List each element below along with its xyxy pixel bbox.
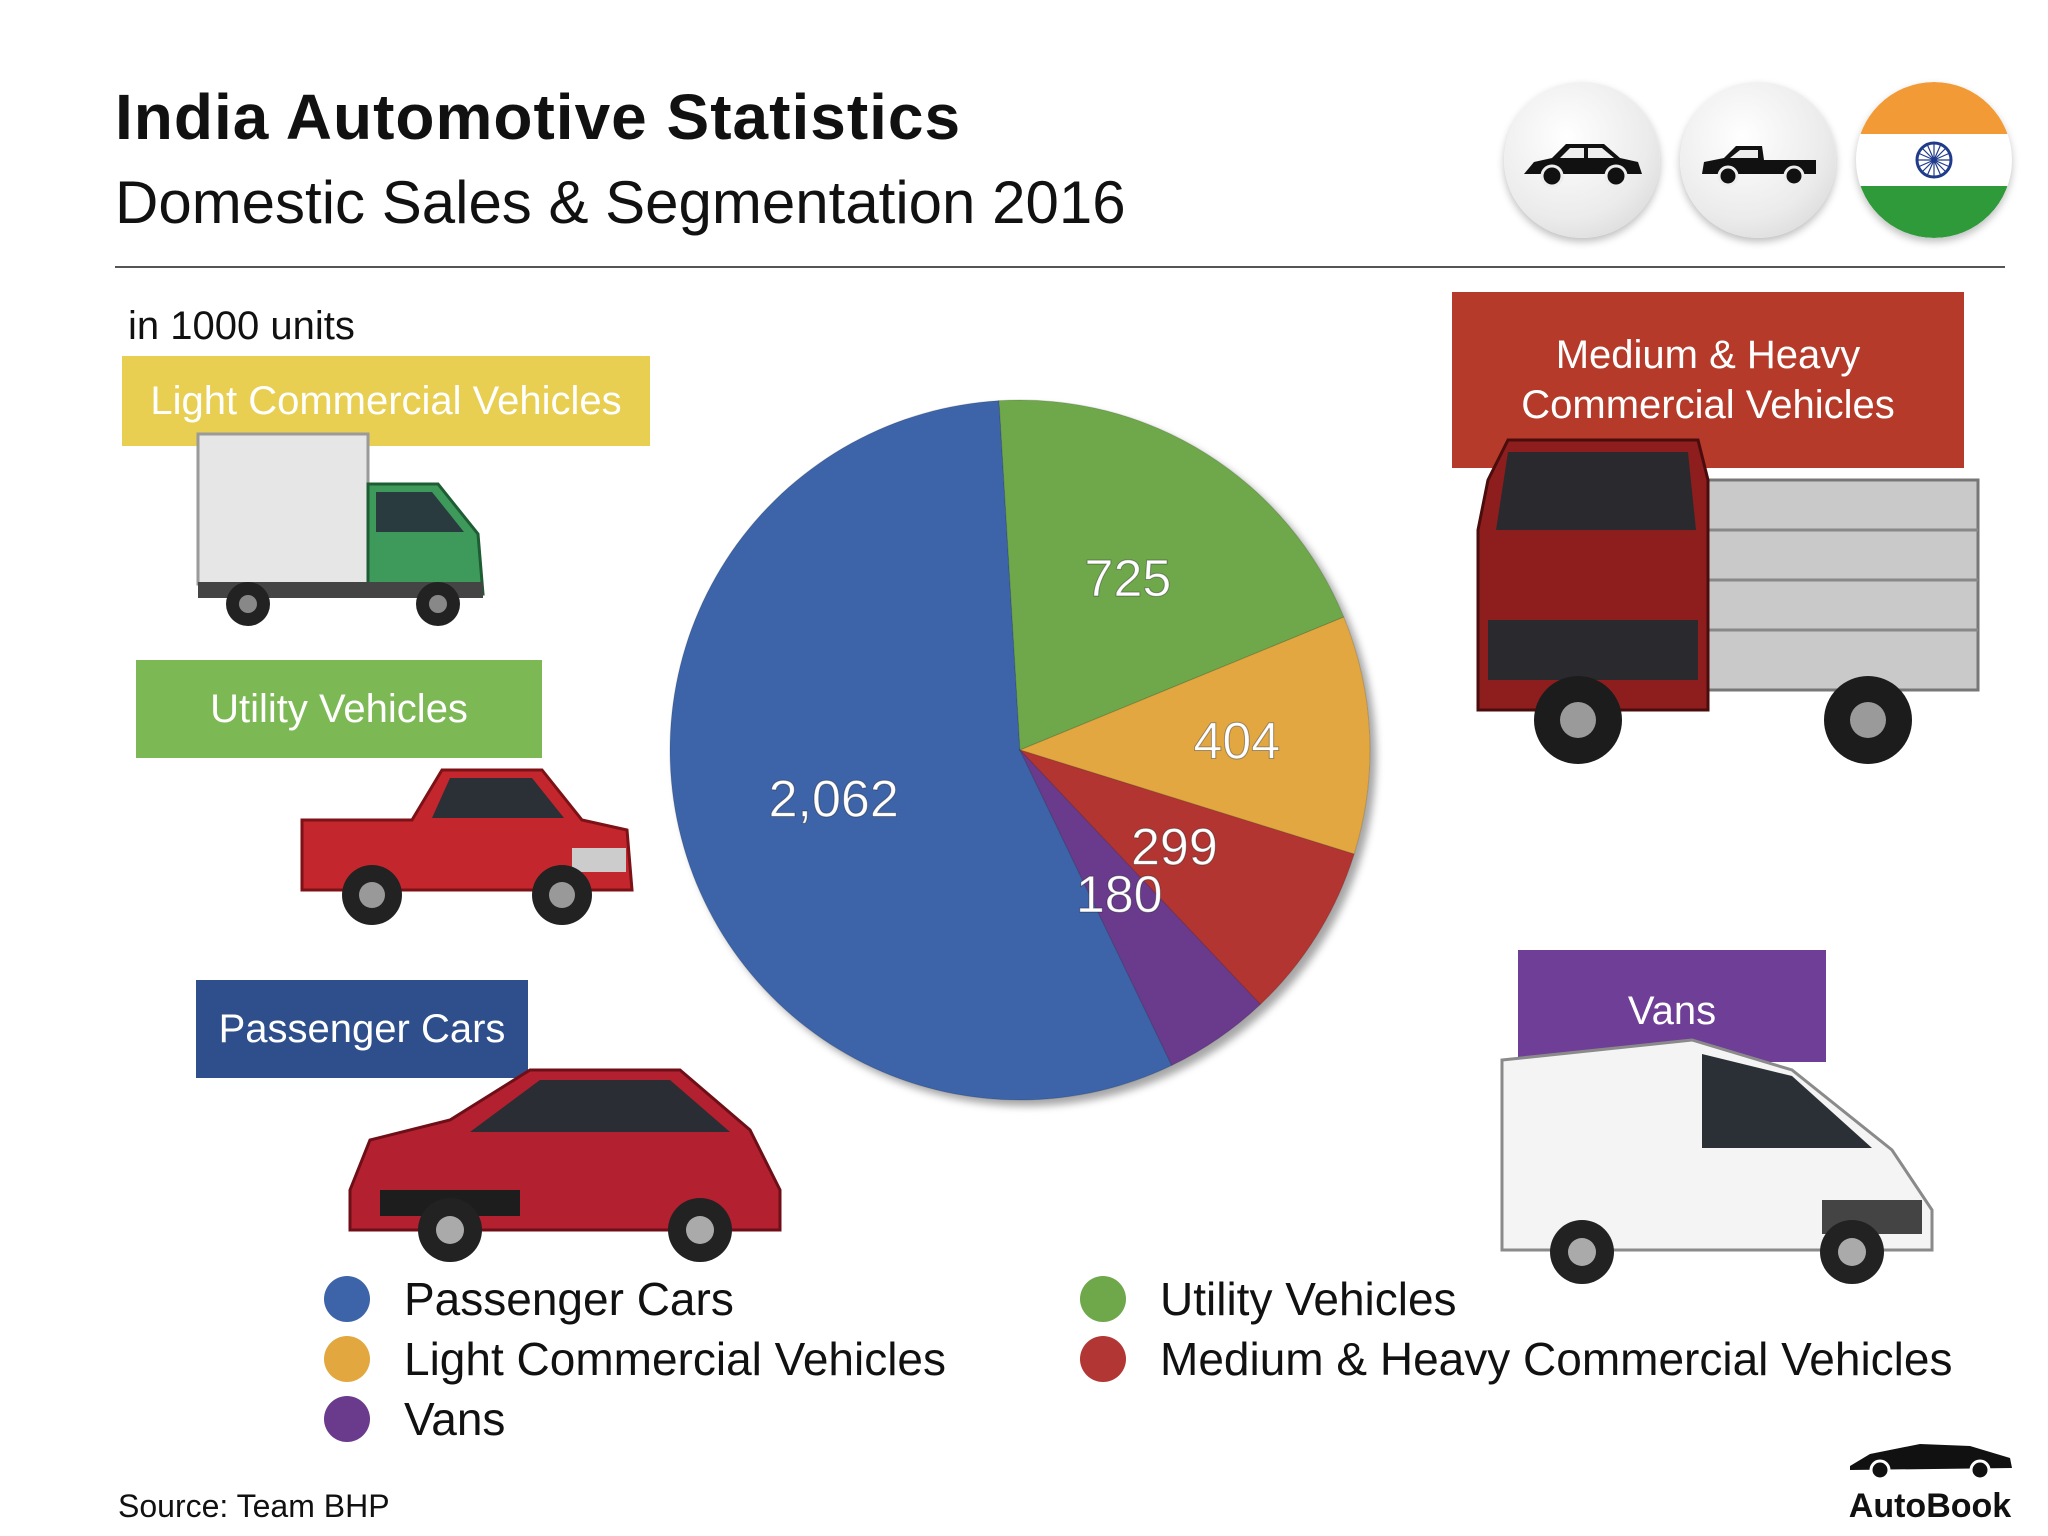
legend-label: Light Commercial Vehicles xyxy=(404,1333,947,1385)
tag-mhcv-line1: Medium & Heavy xyxy=(1555,333,1861,377)
legend-dot xyxy=(1080,1276,1126,1322)
slice-medium-heavy-commercial-vehicles xyxy=(1018,748,1355,1006)
legend-dot xyxy=(324,1396,370,1442)
utility-pickup-image xyxy=(300,768,634,925)
page-title: India Automotive Statistics xyxy=(115,81,962,153)
legend-item-passenger-cars: Passenger Cars xyxy=(324,1272,734,1326)
units-note: in 1000 units xyxy=(128,304,355,348)
slice-utility-vehicles xyxy=(998,399,1345,751)
legend-label: Medium & Heavy Commercial Vehicles xyxy=(1160,1333,1953,1385)
legend-item-light-commercial-vehicles: Light Commercial Vehicles xyxy=(324,1332,946,1386)
light-commercial-truck-image xyxy=(196,432,485,626)
tag-utility-vehicles: Utility Vehicles xyxy=(136,660,542,758)
slice-value-label: 299 xyxy=(1131,818,1218,876)
slice-passenger-cars xyxy=(669,400,1173,1101)
tag-light-commercial-vehicles: Light Commercial Vehicles xyxy=(122,356,650,446)
sports-car-icon xyxy=(1850,1444,2012,1481)
source-note: Source: Team BHP xyxy=(118,1488,390,1524)
tag-passenger-cars: Passenger Cars xyxy=(196,980,528,1078)
india-flag-badge xyxy=(1856,82,2012,238)
sedan-car-icon xyxy=(1524,144,1642,188)
pickup-badge xyxy=(1680,82,1836,238)
legend-dot xyxy=(324,1276,370,1322)
slice-vans xyxy=(1019,749,1262,1067)
legend-label: Vans xyxy=(404,1393,506,1445)
legend-label: Utility Vehicles xyxy=(1160,1273,1457,1325)
sedan-badge xyxy=(1504,82,1660,238)
pickup-truck-icon xyxy=(1702,146,1816,187)
legend-item-utility-vehicles: Utility Vehicles xyxy=(1080,1272,1457,1326)
medium-heavy-truck-image xyxy=(1476,438,1980,764)
legend-label: Passenger Cars xyxy=(404,1273,734,1325)
slice-value-label: 725 xyxy=(1085,550,1172,608)
passenger-hatchback-image xyxy=(348,1068,782,1262)
legend-item-medium-heavy-commercial-vehicles: Medium & Heavy Commercial Vehicles xyxy=(1080,1332,1953,1386)
page-subtitle: Domestic Sales & Segmentation 2016 xyxy=(115,169,1126,236)
brand-name: AutoBook xyxy=(1848,1487,2012,1525)
india-flag-icon xyxy=(1856,82,2012,238)
slice-value-label: 404 xyxy=(1193,713,1280,771)
van-image xyxy=(1500,1038,1934,1284)
slice-value-label: 2,062 xyxy=(769,770,899,828)
legend-item-vans: Vans xyxy=(324,1392,505,1446)
slice-light-commercial-vehicles xyxy=(1018,616,1371,855)
slice-value-label: 180 xyxy=(1076,866,1163,924)
tag-mhcv-line2: Commercial Vehicles xyxy=(1521,383,1895,427)
autobook-logo: AutoBook xyxy=(1830,1432,2030,1526)
header-divider xyxy=(115,266,2005,268)
legend-dot xyxy=(324,1336,370,1382)
pie-slices xyxy=(669,399,1371,1101)
legend-dot xyxy=(1080,1336,1126,1382)
